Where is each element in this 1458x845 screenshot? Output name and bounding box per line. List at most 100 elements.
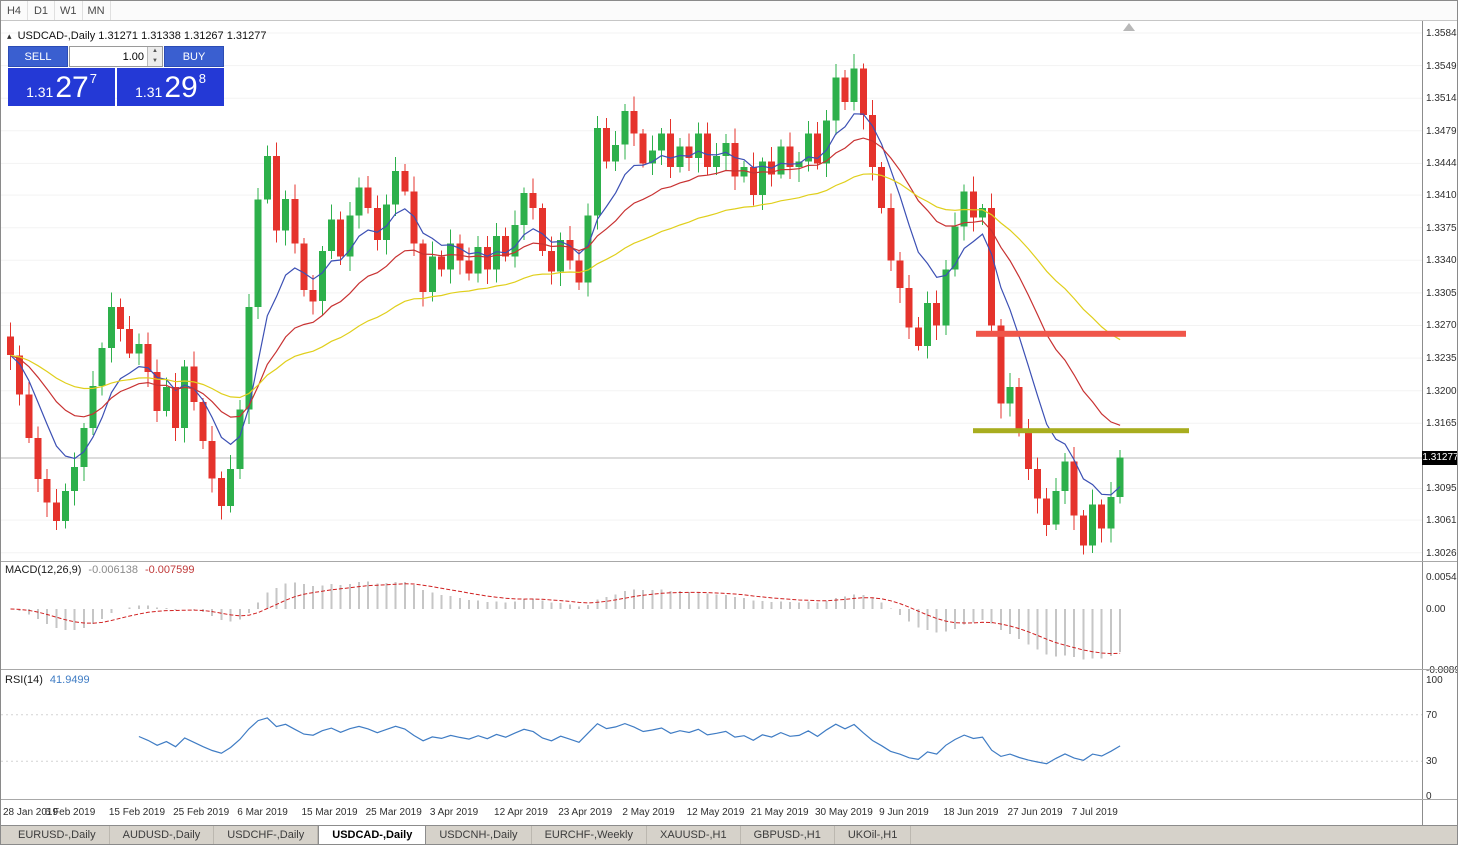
macd-histogram: [18, 581, 1122, 660]
one-click-trading-panel: SELL 1.00 ▲ ▼ BUY 1.31 27 7 1.31 29 8: [8, 46, 224, 106]
date-label: 15 Mar 2019: [301, 807, 358, 818]
rsi-scale-label: 100: [1426, 675, 1443, 686]
spinner-up-icon[interactable]: ▲: [148, 47, 162, 57]
price-scale-label: 1.35490: [1426, 60, 1457, 72]
timeframe-button-w1[interactable]: W1: [55, 1, 83, 20]
macd-name: MACD(12,26,9): [5, 564, 82, 576]
date-label: 27 Jun 2019: [1007, 807, 1063, 818]
chart-tab[interactable]: UKOil-,H1: [835, 826, 912, 844]
date-label: 28 Jan 2019: [3, 807, 59, 818]
sell-price-main: 1.31: [26, 84, 54, 100]
date-axis[interactable]: 28 Jan 2019 6 Feb 2019 15 Feb 2019 25 Feb 2…: [1, 801, 1422, 824]
chart-tab[interactable]: AUDUSD-,Daily: [110, 826, 215, 844]
rsi-value: 41.9499: [49, 674, 90, 686]
date-label: 23 Apr 2019: [558, 807, 613, 818]
timeframe-button-d1[interactable]: D1: [28, 1, 55, 20]
buy-price-display[interactable]: 1.31 29 8: [117, 68, 224, 106]
volume-value[interactable]: 1.00: [122, 50, 144, 63]
price-scale[interactable]: 1.35840 1.35490 1.35140 1.34790 1.34440 1.341…: [1422, 20, 1457, 825]
chart-ohlc-header: ▴ USDCAD-,Daily 1.31271 1.31338 1.31267 …: [7, 30, 267, 42]
current-price-tag: 1.31277: [1422, 450, 1458, 465]
price-scale-label: 1.33750: [1426, 222, 1457, 234]
timeframe-toolbar: H4 D1 W1 MN: [1, 1, 1457, 21]
date-label: 3 Apr 2019: [429, 807, 479, 818]
macd-scale-label: 0.005484: [1426, 572, 1457, 583]
date-label: 30 May 2019: [814, 807, 873, 818]
date-label: 25 Mar 2019: [365, 807, 422, 818]
ma-20-line: [10, 137, 1121, 426]
volume-spinner[interactable]: ▲ ▼: [147, 47, 162, 66]
date-label: 21 May 2019: [750, 807, 809, 818]
buy-price-sup: 8: [198, 71, 206, 86]
volume-input[interactable]: 1.00 ▲ ▼: [69, 46, 163, 67]
price-scale-label: 1.35840: [1426, 28, 1457, 39]
price-scale-label: 1.34790: [1426, 125, 1457, 137]
chart-canvas[interactable]: [1, 1, 1422, 830]
chart-tab[interactable]: USDCAD-,Daily: [318, 825, 427, 844]
macd-signal-line: [10, 583, 1121, 655]
price-scale-label: 1.32350: [1426, 353, 1457, 365]
date-label: 12 Apr 2019: [494, 807, 548, 818]
rsi-scale-label: 0: [1426, 791, 1432, 802]
resistance-line: [976, 330, 1186, 337]
price-scale-label: 1.32000: [1426, 385, 1457, 397]
sell-price-sup: 7: [89, 71, 97, 86]
chart-tab[interactable]: EURCHF-,Weekly: [532, 826, 647, 844]
spinner-down-icon[interactable]: ▼: [148, 56, 162, 66]
rsi-scale-label: 70: [1426, 709, 1438, 721]
buy-price-main: 1.31: [135, 84, 163, 100]
macd-scale-label: -0.008977: [1426, 665, 1457, 676]
chart-shift-marker-icon: [1123, 23, 1135, 31]
pane-separator[interactable]: [1, 669, 1457, 670]
price-scale-label: 1.35140: [1426, 93, 1457, 105]
price-scale-label: 1.30610: [1426, 515, 1457, 527]
macd-scale-label: 0.00: [1426, 603, 1446, 615]
sell-price-display[interactable]: 1.31 27 7: [8, 68, 115, 106]
chart-tab[interactable]: USDCNH-,Daily: [426, 826, 532, 844]
buy-button[interactable]: BUY: [164, 46, 224, 67]
date-label: 9 Jun 2019: [879, 807, 929, 818]
rsi-line: [138, 717, 1121, 765]
date-label: 18 Jun 2019: [943, 807, 999, 818]
ma-8-line: [10, 113, 1121, 496]
pane-separator: [1, 799, 1457, 800]
price-scale-label: 1.34100: [1426, 190, 1457, 202]
candles-layer: [7, 53, 1124, 555]
price-scale-label: 1.30950: [1426, 483, 1457, 495]
price-scale-label: 1.33050: [1426, 287, 1457, 299]
chart-tab[interactable]: XAUUSD-,H1: [647, 826, 741, 844]
macd-label: MACD(12,26,9) -0.006138 -0.007599: [5, 564, 195, 576]
timeframe-button-mn[interactable]: MN: [83, 1, 111, 20]
date-label: 25 Feb 2019: [173, 807, 230, 818]
date-label: 15 Feb 2019: [108, 807, 166, 818]
date-label: 12 May 2019: [686, 807, 745, 818]
price-scale-label: 1.32700: [1426, 320, 1457, 332]
date-label: 2 May 2019: [622, 807, 675, 818]
macd-main-value: -0.006138: [88, 564, 138, 576]
pane-separator[interactable]: [1, 561, 1457, 562]
support-line: [973, 428, 1189, 434]
chart-tab[interactable]: EURUSD-,Daily: [5, 826, 110, 844]
buy-price-big: 29: [164, 71, 198, 104]
price-scale-label: 1.34440: [1426, 158, 1457, 170]
price-scale-label: 1.33400: [1426, 255, 1457, 267]
date-label: 6 Feb 2019: [44, 807, 96, 818]
timeframe-button-h4[interactable]: H4: [1, 1, 28, 20]
sell-button[interactable]: SELL: [8, 46, 68, 67]
ma-45-line: [10, 173, 1121, 399]
price-scale-label: 1.31650: [1426, 418, 1457, 430]
rsi-scale-label: 30: [1426, 756, 1438, 768]
sell-price-big: 27: [55, 71, 89, 104]
chart-tab-bar: EURUSD-,Daily AUDUSD-,Daily USDCHF-,Daily U…: [1, 825, 1457, 844]
rsi-name: RSI(14): [5, 674, 43, 686]
collapse-panel-icon[interactable]: ▴: [7, 31, 12, 41]
rsi-label: RSI(14) 41.9499: [5, 674, 90, 686]
chart-tab[interactable]: GBPUSD-,H1: [741, 826, 835, 844]
ohlc-title: USDCAD-,Daily 1.31271 1.31338 1.31267 1.…: [17, 30, 267, 42]
chart-tab[interactable]: USDCHF-,Daily: [214, 826, 319, 844]
date-label: 7 Jul 2019: [1071, 807, 1118, 818]
date-label: 6 Mar 2019: [237, 807, 288, 818]
macd-signal-value: -0.007599: [144, 564, 195, 576]
